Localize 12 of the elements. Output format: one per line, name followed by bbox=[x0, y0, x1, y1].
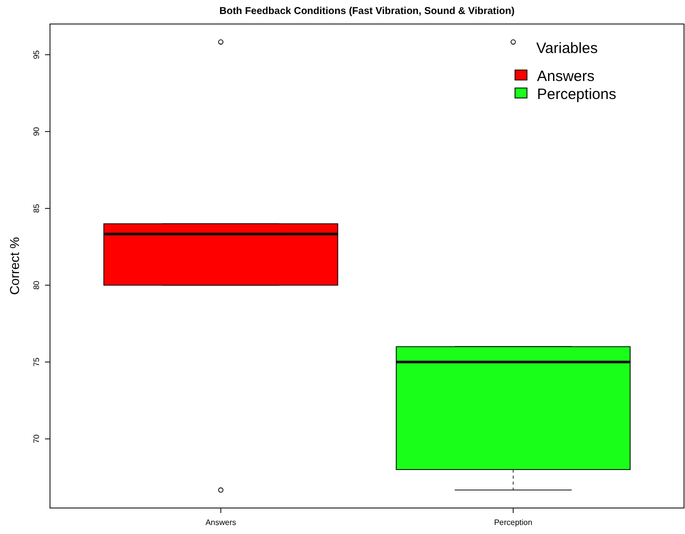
legend-title: Variables bbox=[536, 40, 598, 57]
y-tick-label: 75 bbox=[32, 357, 41, 366]
y-tick-label: 80 bbox=[32, 280, 41, 290]
y-tick-label: 90 bbox=[32, 126, 41, 136]
legend-label: Perceptions bbox=[537, 86, 616, 103]
y-tick-label: 85 bbox=[32, 203, 41, 213]
x-tick-label: Perception bbox=[494, 518, 532, 527]
chart-title: Both Feedback Conditions (Fast Vibration, Sound & Vibration) bbox=[219, 6, 515, 17]
y-tick-label: 70 bbox=[32, 434, 41, 444]
y-axis-title: Correct % bbox=[7, 236, 22, 295]
legend-label: Answers bbox=[537, 68, 595, 85]
y-tick-label: 95 bbox=[32, 50, 41, 60]
